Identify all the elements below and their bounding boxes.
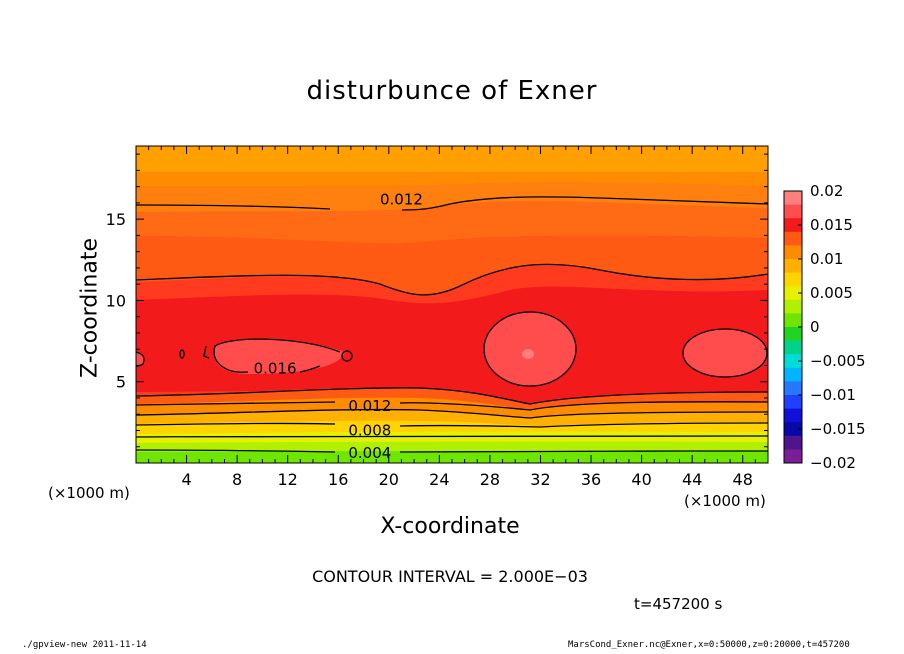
x-tick-label: 36 bbox=[581, 470, 601, 489]
colorbar-tick-label: −0.005 bbox=[810, 352, 866, 370]
contour-lines bbox=[136, 196, 768, 453]
contour-line-0.016-right bbox=[682, 328, 768, 378]
contour-line-small-1 bbox=[179, 349, 185, 359]
colorbar-swatch bbox=[784, 449, 802, 464]
contour-label: 0.008 bbox=[348, 421, 391, 439]
contour-labels: 0.012 0.016 0.012 0.008 0.004 bbox=[254, 191, 423, 463]
x-tick-label: 40 bbox=[631, 470, 651, 489]
contour-label: 0.016 bbox=[254, 360, 297, 378]
colorbar-swatch bbox=[784, 367, 802, 382]
colorbar bbox=[783, 190, 803, 464]
colorbar-tick-label: 0 bbox=[810, 318, 820, 336]
contour-label: 0.004 bbox=[348, 444, 391, 462]
colorbar-swatch bbox=[784, 231, 802, 246]
x-axis-unit-left: (×1000 m) bbox=[48, 484, 130, 502]
contour-interval-note: CONTOUR INTERVAL = 2.000E−03 bbox=[312, 567, 588, 586]
x-tick-label: 12 bbox=[278, 470, 298, 489]
colorbar-swatch bbox=[784, 435, 802, 450]
colorbar-swatch bbox=[784, 286, 802, 301]
x-axis-unit-right: (×1000 m) bbox=[684, 492, 766, 510]
colorbar-swatch bbox=[784, 259, 802, 274]
colorbar-swatch bbox=[784, 272, 802, 287]
colorbar-swatch bbox=[784, 218, 802, 233]
colorbar-tick-label: 0.005 bbox=[810, 284, 853, 302]
x-tick-label: 28 bbox=[480, 470, 500, 489]
contour-label: 0.012 bbox=[348, 397, 391, 415]
x-tick-label: 44 bbox=[682, 470, 702, 489]
contour-line-small-2 bbox=[203, 345, 210, 359]
contour-line-lower-0.004 bbox=[136, 449, 768, 453]
y-tick-label: 5 bbox=[116, 373, 126, 392]
x-tick-label: 20 bbox=[379, 470, 399, 489]
colorbar-tick-labels: 0.02 0.015 0.01 0.005 0 −0.005 −0.01 −0.015 −0.0… bbox=[810, 182, 866, 472]
y-tick-label: 10 bbox=[106, 291, 126, 310]
colorbar-tick-label: −0.02 bbox=[810, 454, 856, 472]
colorbar-swatch bbox=[784, 395, 802, 410]
colorbar-swatch bbox=[784, 245, 802, 260]
contour-line-0.016-center bbox=[483, 311, 577, 387]
contour-line-small-3 bbox=[341, 350, 353, 362]
colorbar-swatch bbox=[784, 299, 802, 314]
x-tick-label: 8 bbox=[232, 470, 242, 489]
colorbar-swatch bbox=[784, 408, 802, 423]
contour-line-lower-0.008 bbox=[136, 422, 768, 428]
x-tick-label: 32 bbox=[530, 470, 550, 489]
contour-line-upper-0.012 bbox=[136, 196, 768, 211]
y-tick-label: 15 bbox=[106, 210, 126, 229]
colorbar-swatch bbox=[784, 422, 802, 437]
colorbar-swatch bbox=[784, 354, 802, 369]
x-axis-tick-labels: 4 8 12 16 20 24 28 32 36 40 44 48 bbox=[181, 470, 752, 489]
colorbar-tick-label: −0.015 bbox=[810, 420, 866, 438]
footer-right: MarsCond_Exner.nc@Exner,x=0:50000,z=0:20… bbox=[568, 640, 850, 650]
x-tick-label: 48 bbox=[733, 470, 753, 489]
footer-left: ./gpview-new 2011-11-14 bbox=[22, 640, 147, 650]
colorbar-tick-label: −0.01 bbox=[810, 386, 856, 404]
colorbar-swatch bbox=[784, 327, 802, 342]
contour-fill bbox=[136, 146, 768, 463]
contour-line-lower-0.010 bbox=[136, 408, 768, 419]
y-axis-label: Z-coordinate bbox=[77, 238, 103, 378]
colorbar-swatch bbox=[784, 313, 802, 328]
colorbar-swatch bbox=[784, 340, 802, 355]
x-axis-label: X-coordinate bbox=[380, 514, 520, 539]
x-tick-label: 4 bbox=[181, 470, 191, 489]
colorbar-tick-label: 0.01 bbox=[810, 250, 843, 268]
contour-line-lower-0.012 bbox=[136, 401, 768, 411]
contour-line-0.016-left bbox=[213, 338, 341, 373]
x-tick-label: 24 bbox=[429, 470, 449, 489]
x-tick-label: 16 bbox=[328, 470, 348, 489]
colorbar-swatch bbox=[784, 381, 802, 396]
contour-label: 0.012 bbox=[380, 191, 423, 209]
colorbar-swatch bbox=[784, 204, 802, 219]
y-axis-tick-labels: 5 10 15 bbox=[106, 210, 126, 392]
chart-title: disturbunce of Exner bbox=[306, 76, 598, 106]
colorbar-tick-label: 0.015 bbox=[810, 216, 853, 234]
contour-line-upper-0.014 bbox=[136, 263, 768, 296]
time-stamp: t=457200 s bbox=[634, 595, 723, 613]
y-axis-ticks bbox=[136, 153, 768, 448]
contour-line-lower-0.014 bbox=[136, 387, 768, 405]
x-axis-ticks bbox=[148, 146, 756, 463]
colorbar-swatch bbox=[784, 191, 802, 206]
colorbar-tick-label: 0.02 bbox=[810, 182, 843, 200]
